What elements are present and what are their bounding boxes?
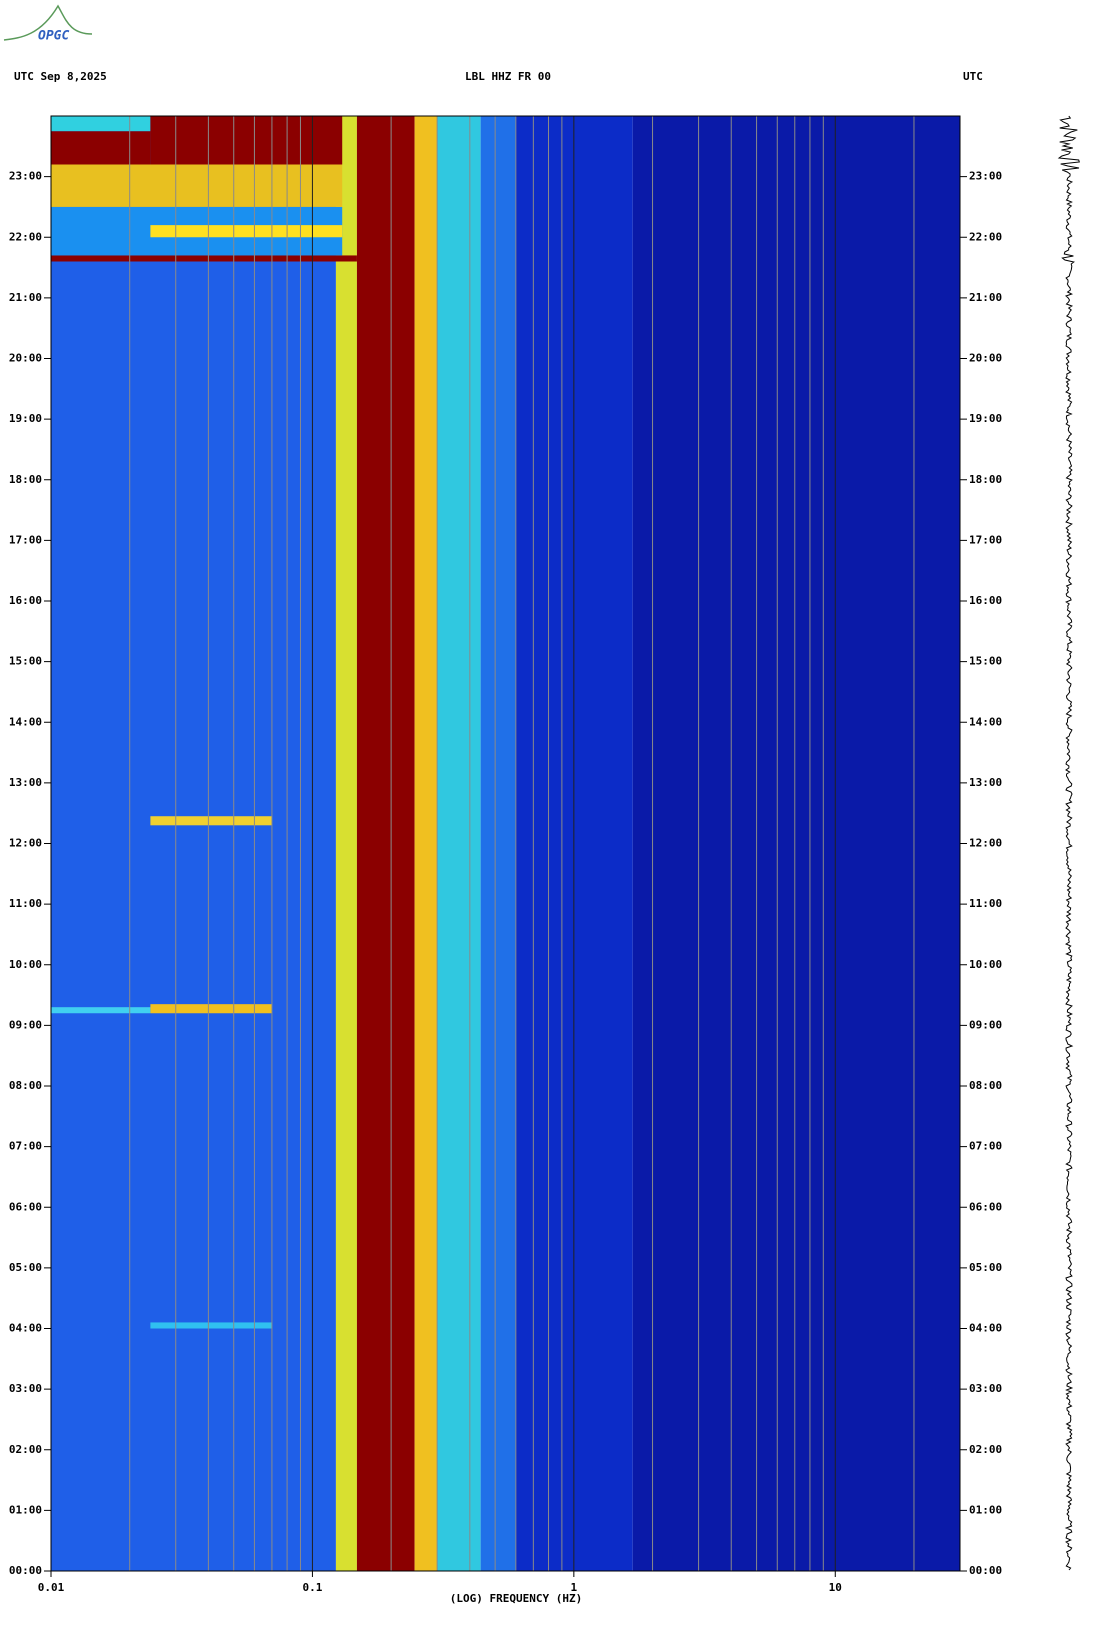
- x-tick-label: 0.1: [302, 1581, 322, 1594]
- spectrogram-cell: [150, 1004, 272, 1014]
- y-tick-label: 14:00: [9, 715, 42, 728]
- spectrogram-cell: [437, 116, 481, 1571]
- right-label: UTC: [963, 70, 983, 83]
- spectrogram-cell: [51, 116, 151, 132]
- y-tick-label: 22:00: [9, 230, 42, 243]
- spectrogram-cell: [480, 116, 516, 1571]
- y-tick-label: 23:00: [9, 170, 42, 183]
- spectrogram-cell: [335, 116, 357, 1571]
- y-tick-label: 09:00: [9, 1018, 42, 1031]
- y-tick-label: 23:00: [969, 170, 1002, 183]
- y-tick-label: 04:00: [969, 1322, 1002, 1335]
- y-tick-label: 04:00: [9, 1322, 42, 1335]
- y-tick-label: 14:00: [969, 715, 1002, 728]
- y-tick-label: 09:00: [969, 1018, 1002, 1031]
- spectrogram-cell: [150, 1322, 272, 1329]
- spectrogram-cell: [414, 116, 438, 1571]
- seismogram-trace: [1057, 115, 1080, 1571]
- y-tick-label: 19:00: [969, 412, 1002, 425]
- y-tick-label: 13:00: [9, 776, 42, 789]
- y-tick-label: 03:00: [969, 1382, 1002, 1395]
- x-tick-label: 0.01: [38, 1581, 65, 1594]
- date-label: UTC Sep 8,2025: [14, 70, 107, 83]
- logo: OPGC: [38, 29, 69, 44]
- y-tick-label: 05:00: [969, 1261, 1002, 1274]
- spectrogram-cell: [632, 116, 960, 1571]
- y-tick-label: 07:00: [969, 1140, 1002, 1153]
- y-tick-label: 01:00: [969, 1503, 1002, 1516]
- y-tick-label: 21:00: [969, 291, 1002, 304]
- y-tick-label: 20:00: [9, 352, 42, 365]
- y-tick-label: 17:00: [969, 533, 1002, 546]
- logo-curve: [3, 4, 93, 41]
- y-tick-label: 00:00: [969, 1564, 1002, 1577]
- y-tick-label: 02:00: [969, 1443, 1002, 1456]
- y-tick-label: 08:00: [9, 1079, 42, 1092]
- y-tick-label: 05:00: [9, 1261, 42, 1274]
- y-tick-label: 07:00: [9, 1140, 42, 1153]
- y-tick-label: 06:00: [9, 1200, 42, 1213]
- spectrogram-cell: [51, 255, 357, 262]
- y-tick-label: 21:00: [9, 291, 42, 304]
- chart-title: LBL HHZ FR 00: [465, 70, 551, 83]
- y-tick-label: 19:00: [9, 412, 42, 425]
- y-tick-label: 10:00: [9, 958, 42, 971]
- y-tick-label: 18:00: [969, 473, 1002, 486]
- y-tick-label: 13:00: [969, 776, 1002, 789]
- y-tick-label: 22:00: [969, 230, 1002, 243]
- y-tick-label: 16:00: [969, 594, 1002, 607]
- y-tick-label: 03:00: [9, 1382, 42, 1395]
- y-tick-label: 11:00: [969, 897, 1002, 910]
- y-tick-label: 08:00: [969, 1079, 1002, 1092]
- x-tick-label: 1: [571, 1581, 578, 1594]
- spectrogram-cell: [150, 116, 343, 165]
- y-tick-label: 15:00: [9, 655, 42, 668]
- y-tick-label: 15:00: [969, 655, 1002, 668]
- spectrogram-cell: [51, 1007, 151, 1014]
- spectrogram-cell: [150, 225, 343, 238]
- y-tick-label: 16:00: [9, 594, 42, 607]
- y-tick-label: 18:00: [9, 473, 42, 486]
- y-tick-label: 01:00: [9, 1503, 42, 1516]
- y-tick-label: 12:00: [9, 837, 42, 850]
- y-tick-label: 06:00: [969, 1200, 1002, 1213]
- plot-frame: [50, 115, 961, 1572]
- y-tick-label: 02:00: [9, 1443, 42, 1456]
- y-tick-label: 12:00: [969, 837, 1002, 850]
- spectrogram-cell: [356, 116, 415, 1571]
- x-axis-label: (LOG) FREQUENCY (HZ): [450, 1592, 582, 1605]
- y-tick-label: 11:00: [9, 897, 42, 910]
- spectrogram-cell: [150, 816, 272, 826]
- y-tick-label: 17:00: [9, 533, 42, 546]
- y-tick-label: 20:00: [969, 352, 1002, 365]
- y-tick-label: 00:00: [9, 1564, 42, 1577]
- x-tick-label: 10: [829, 1581, 842, 1594]
- spectrogram-cell: [51, 116, 336, 1571]
- y-tick-label: 10:00: [969, 958, 1002, 971]
- spectrogram-cell: [51, 131, 151, 165]
- spectrogram-cell: [51, 164, 343, 207]
